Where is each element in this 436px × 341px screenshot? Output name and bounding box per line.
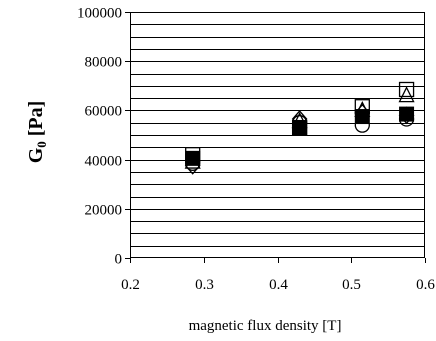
y-tick-label: 40000	[85, 154, 123, 170]
x-tick-label: 0.4	[269, 277, 288, 293]
y-tick-label: 20000	[85, 203, 123, 219]
data-point-square-filled	[354, 109, 370, 125]
y-tick-label: 0	[115, 252, 123, 268]
plot-frame	[130, 12, 425, 258]
y-tick-label: 100000	[77, 6, 122, 22]
x-axis-label: magnetic flux density [T]	[189, 318, 342, 334]
tick-labels: 0 20000 40000 60000 80000 100000 0.2 0.3 0.4 0.5 0…	[77, 6, 435, 294]
data-point-square-open	[398, 81, 415, 98]
grid-lines	[130, 24, 425, 247]
data-points	[184, 81, 415, 175]
y-tick-label: 80000	[85, 55, 123, 71]
y-axis-label-symbol: G	[25, 147, 47, 163]
y-axis-label-unit: [Pa]	[25, 101, 47, 142]
y-axis-label: G0 [Pa]	[25, 101, 49, 164]
x-tick-label: 0.5	[342, 277, 361, 293]
data-point-triangle	[398, 86, 415, 103]
data-point-square-filled	[292, 120, 308, 136]
y-tick-label: 60000	[85, 104, 123, 120]
x-tick-label: 0.6	[416, 277, 435, 293]
data-point-square-filled	[399, 106, 415, 122]
axes	[125, 12, 426, 263]
y-axis-label-subscript: 0	[34, 141, 49, 148]
x-tick-label: 0.3	[195, 277, 214, 293]
data-point-square-filled	[185, 150, 201, 166]
x-tick-label: 0.2	[121, 277, 140, 293]
